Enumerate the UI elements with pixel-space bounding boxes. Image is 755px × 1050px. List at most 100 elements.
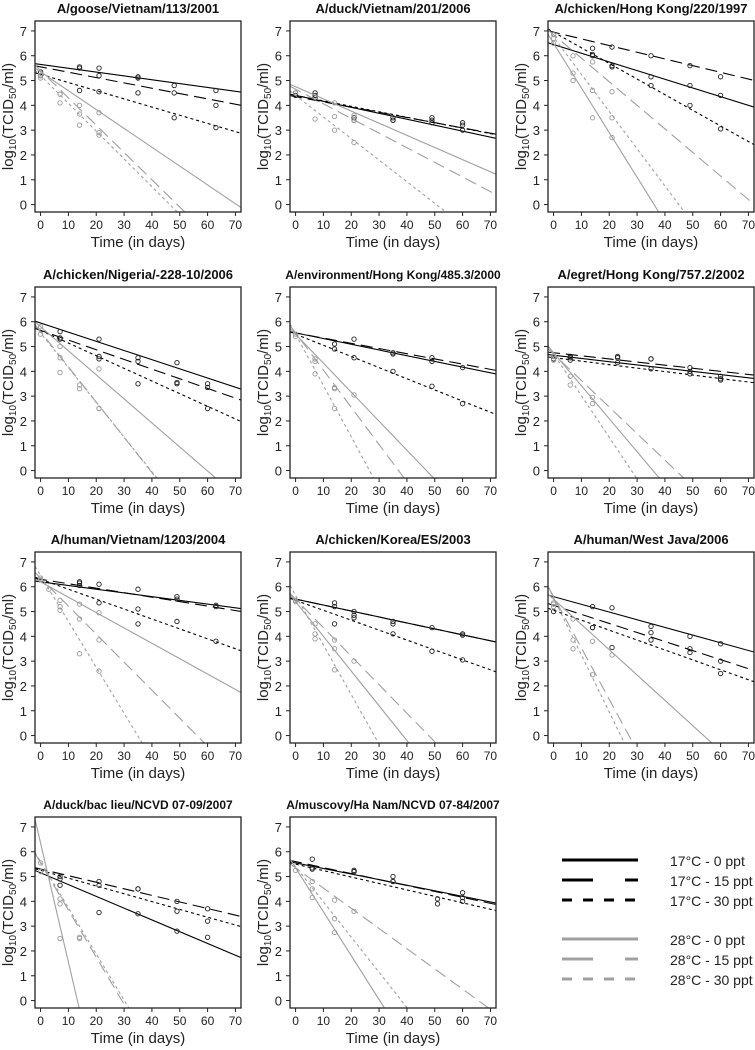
y-axis-label-subscript: 10 <box>521 405 532 417</box>
data-point-17c-15ppt <box>589 45 596 51</box>
y-tick-label: 4 <box>533 98 540 113</box>
data-point-17c-30ppt <box>390 117 396 123</box>
legend-item-17c-15ppt: 17°C - 15 ppt <box>560 873 755 893</box>
fit-line-17c-15ppt <box>35 327 241 401</box>
fit-line-17c-30ppt <box>548 28 754 146</box>
y-axis-label-part: (TCID <box>0 99 17 139</box>
y-axis-label-subscript: 50 <box>8 87 19 99</box>
y-axis-label-subscript: 50 <box>263 87 274 99</box>
data-point-28c-30ppt <box>570 70 576 76</box>
data-point-17c-0ppt <box>171 82 177 89</box>
x-tick-label: 10 <box>575 749 589 763</box>
y-tick-label: 3 <box>533 654 540 669</box>
data-point-17c-30ppt <box>96 89 102 95</box>
panel-title: A/chicken/Korea/ES/2003 <box>315 532 470 547</box>
y-tick-label: 2 <box>275 414 282 429</box>
x-tick-label: 30 <box>630 749 644 763</box>
x-tick-label: 50 <box>428 218 442 232</box>
data-point-17c-30ppt <box>351 615 357 621</box>
y-tick-label: 4 <box>20 364 27 379</box>
data-point-17c-30ppt <box>331 621 338 627</box>
data-point-17c-15ppt <box>717 373 724 379</box>
data-point-17c-15ppt <box>609 44 615 50</box>
data-point-17c-0ppt <box>135 911 141 917</box>
x-axis-label: Time (in days) <box>91 234 185 251</box>
x-axis-label: Time (in days) <box>604 765 698 782</box>
data-point-17c-30ppt <box>687 371 693 377</box>
data-point-28c-15ppt <box>589 59 596 65</box>
y-axis-label-subscript: 10 <box>263 405 274 417</box>
data-point-17c-15ppt <box>687 646 693 652</box>
data-point-17c-15ppt <box>459 632 466 638</box>
data-point-17c-15ppt <box>204 384 211 391</box>
y-tick-label: 0 <box>20 994 27 1009</box>
fit-line-28c-30ppt <box>35 325 158 478</box>
data-point-28c-15ppt <box>351 908 357 914</box>
data-point-17c-0ppt <box>204 934 211 940</box>
y-axis-label-part: (TCID <box>0 365 17 405</box>
fit-line-17c-30ppt <box>35 327 241 422</box>
data-point-17c-15ppt <box>687 364 693 371</box>
data-point-28c-0ppt <box>550 40 557 46</box>
y-axis-label-subscript: 50 <box>263 883 274 895</box>
y-tick-label: 5 <box>20 870 27 885</box>
x-tick-label: 70 <box>229 749 243 763</box>
y-axis-label-part: (TCID <box>255 99 272 139</box>
data-point-28c-0ppt <box>37 324 44 330</box>
data-point-17c-30ppt <box>614 360 621 366</box>
data-point-28c-30ppt <box>609 134 615 141</box>
x-tick-label: 10 <box>62 218 76 232</box>
x-tick-label: 60 <box>201 218 215 232</box>
series-group <box>290 323 496 478</box>
data-point-28c-0ppt <box>589 115 596 121</box>
y-axis-label: log10(TCID50/ml) <box>0 329 19 436</box>
data-point-17c-30ppt <box>459 657 466 663</box>
x-tick-label: 10 <box>575 218 589 232</box>
x-axis-label: Time (in days) <box>604 500 698 517</box>
data-point-17c-15ppt <box>171 90 177 96</box>
x-tick-label: 50 <box>686 749 700 763</box>
y-axis-label-part: log <box>0 681 17 701</box>
data-point-17c-30ppt <box>57 336 63 342</box>
plot-frame <box>289 286 497 479</box>
y-tick-label: 0 <box>533 464 540 479</box>
data-point-17c-15ppt <box>648 53 654 59</box>
x-tick-label: 60 <box>201 484 215 498</box>
x-tick-label: 0 <box>37 484 44 498</box>
x-tick-label: 0 <box>550 749 557 763</box>
y-axis-label: log10(TCID50/ml) <box>255 329 274 436</box>
panel-11: A/muscovy/Ha Nam/NCVD 07-84/2007 0 1 2 3 4 5 6 7… <box>255 798 500 1047</box>
legend-item-17c-30ppt: 17°C - 30 ppt <box>560 893 755 913</box>
y-tick-label: 5 <box>20 605 27 620</box>
panel-title: A/duck/Vietnam/201/2006 <box>315 1 470 16</box>
data-point-28c-0ppt <box>351 392 357 398</box>
legend-label: 17°C - 15 ppt <box>670 873 753 889</box>
x-tick-label: 60 <box>456 1014 470 1028</box>
data-point-17c-30ppt <box>717 377 724 383</box>
y-tick-label: 5 <box>275 605 282 620</box>
data-point-17c-30ppt <box>135 90 141 96</box>
x-tick-label: 70 <box>742 749 755 763</box>
y-axis-label-subscript: 50 <box>263 353 274 365</box>
data-point-17c-15ppt <box>213 603 219 610</box>
y-axis-label-subscript: 50 <box>8 618 19 630</box>
y-tick-label: 2 <box>20 679 27 694</box>
x-tick-label: 40 <box>145 218 159 232</box>
x-tick-label: 20 <box>603 484 617 498</box>
fit-line-28c-0ppt <box>290 858 386 1008</box>
x-tick-label: 0 <box>292 749 299 763</box>
y-axis-label-part: /ml) <box>0 329 17 354</box>
legend-item-17c-0ppt: 17°C - 0 ppt <box>560 853 755 873</box>
data-point-28c-15ppt <box>331 113 338 120</box>
data-point-17c-30ppt <box>213 638 219 644</box>
data-point-28c-30ppt <box>609 115 615 121</box>
y-axis-label-subscript: 10 <box>8 935 19 947</box>
data-point-28c-30ppt <box>312 371 318 377</box>
data-point-28c-0ppt <box>570 77 576 84</box>
data-point-17c-15ppt <box>717 74 724 80</box>
data-point-17c-30ppt <box>648 82 654 89</box>
fit-line-17c-0ppt <box>35 869 241 959</box>
fit-line-17c-30ppt <box>35 72 241 134</box>
